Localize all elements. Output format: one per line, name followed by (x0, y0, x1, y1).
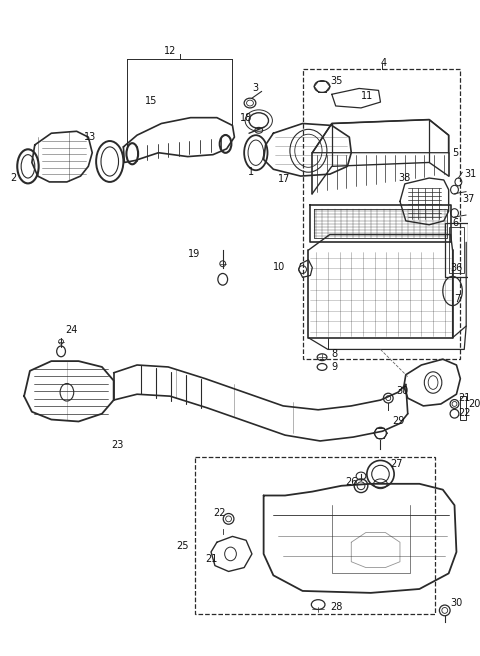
Text: 26: 26 (346, 477, 358, 487)
Text: 19: 19 (188, 249, 200, 259)
Text: 25: 25 (176, 541, 189, 551)
Text: 4: 4 (381, 58, 386, 68)
Text: 2: 2 (11, 173, 17, 183)
Text: 20: 20 (468, 399, 480, 409)
Text: 35: 35 (330, 75, 342, 86)
Text: 7: 7 (455, 294, 461, 304)
Text: 9: 9 (332, 362, 338, 372)
Text: 37: 37 (462, 194, 475, 205)
Text: 12: 12 (164, 47, 177, 56)
Bar (445, 223, 468, 277)
Text: 5: 5 (453, 148, 459, 157)
Text: 29: 29 (392, 417, 405, 426)
Bar (460, 396, 466, 420)
Text: 6: 6 (453, 218, 459, 228)
Text: 27: 27 (390, 459, 403, 469)
Text: 1: 1 (248, 167, 254, 177)
Text: 10: 10 (274, 262, 286, 272)
Text: 21: 21 (205, 554, 217, 564)
Text: 23: 23 (112, 440, 124, 450)
Bar (302, 69, 460, 359)
Text: 22: 22 (213, 508, 226, 518)
Text: 15: 15 (145, 96, 157, 106)
Bar (449, 227, 464, 274)
Text: 22: 22 (458, 408, 471, 418)
Text: 30: 30 (396, 386, 408, 396)
Text: 3: 3 (252, 83, 258, 93)
Text: 30: 30 (451, 598, 463, 607)
Text: 8: 8 (332, 349, 338, 359)
Bar (195, 457, 435, 614)
Text: 28: 28 (330, 602, 342, 613)
Text: 17: 17 (278, 174, 290, 184)
Text: 38: 38 (398, 173, 410, 183)
Text: 21: 21 (458, 393, 471, 403)
Text: 36: 36 (451, 262, 463, 273)
Text: 18: 18 (240, 113, 252, 123)
Text: 11: 11 (361, 91, 373, 101)
Text: 13: 13 (84, 132, 96, 142)
Text: 31: 31 (464, 169, 477, 179)
Text: 24: 24 (65, 325, 77, 335)
